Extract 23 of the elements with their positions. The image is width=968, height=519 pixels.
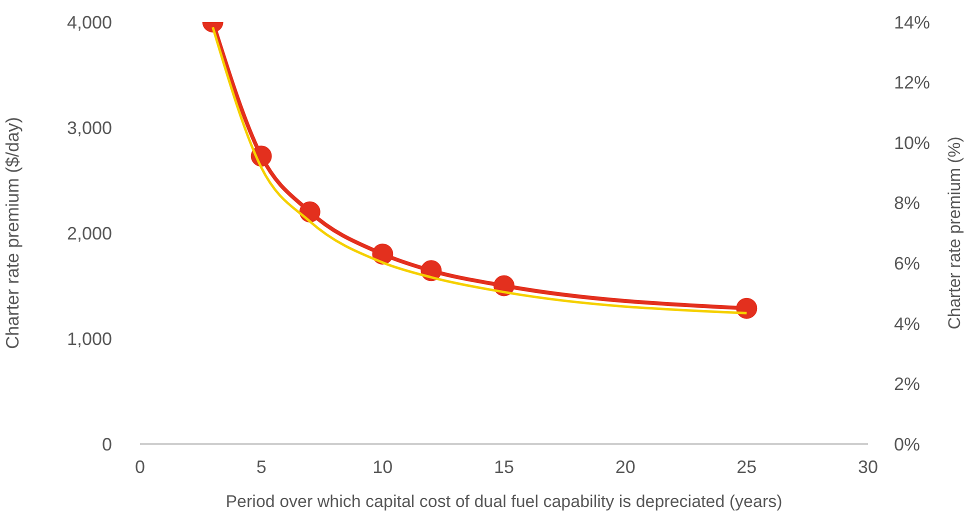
y-axis-title: Charter rate premium ($/day) bbox=[2, 116, 22, 350]
x-tick-label: 5 bbox=[256, 456, 266, 477]
x-tick-label: 15 bbox=[494, 456, 514, 477]
y-tick-label: 0 bbox=[102, 434, 112, 454]
y2-tick-label: 14% bbox=[894, 12, 930, 32]
y-tick-label: 2,000 bbox=[66, 223, 112, 244]
y2-tick-label: 6% bbox=[894, 254, 920, 274]
y2-axis-title: Charter rate premium (%) bbox=[945, 136, 964, 330]
x-tick-label: 20 bbox=[615, 456, 636, 477]
x-tick-label: 25 bbox=[736, 456, 757, 477]
y2-tick-label: 4% bbox=[894, 314, 920, 334]
x-tick-label: 0 bbox=[134, 456, 146, 477]
y2-tick-label: 2% bbox=[894, 374, 920, 394]
y2-tick-label: 12% bbox=[894, 72, 930, 93]
y2-tick-label: 0% bbox=[894, 434, 920, 454]
y2-tick-label: 10% bbox=[894, 132, 930, 153]
y-tick-label: 1,000 bbox=[66, 328, 112, 349]
x-axis-title: Period over which capital cost of dual fuel capability is depreciated (years) bbox=[226, 492, 782, 511]
y2-tick-label: 8% bbox=[894, 193, 920, 214]
y-tick-label: 3,000 bbox=[66, 118, 112, 138]
x-tick-label: 10 bbox=[372, 456, 393, 477]
y-tick-label: 4,000 bbox=[66, 12, 112, 32]
x-tick-label: 30 bbox=[858, 456, 878, 477]
